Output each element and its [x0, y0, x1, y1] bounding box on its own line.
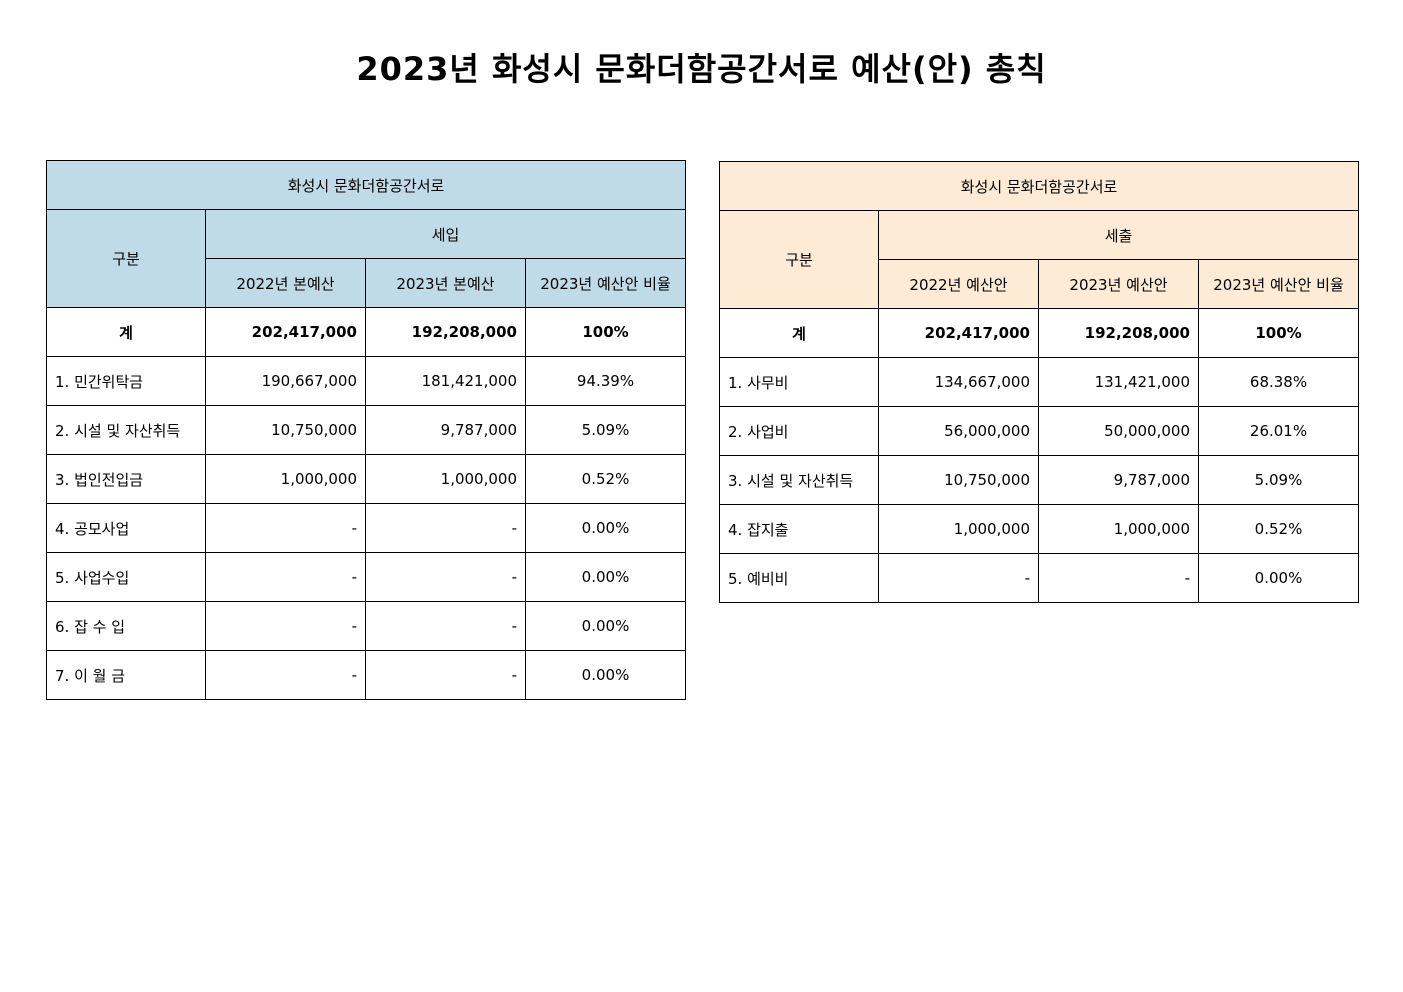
cell-ratio: 5.09%	[1197, 455, 1360, 505]
page-title: 2023년 화성시 문화더함공간서로 예산(안) 총칙	[356, 50, 1047, 88]
cell-2022: -	[205, 601, 366, 651]
row-label: 2. 사업비	[719, 406, 879, 456]
cell-2022: 1,000,000	[878, 504, 1039, 554]
expense-col-2023: 2023년 예산안	[1038, 259, 1199, 309]
expense-table-caption: 화성시 문화더함공간서로	[718, 161, 1360, 211]
cell-ratio: 68.38%	[1197, 357, 1360, 407]
expense-group-header: 세출	[877, 210, 1360, 260]
table-row: 3. 시설 및 자산취득 10,750,000 9,787,000 5.09%	[719, 455, 1360, 505]
row-label: 7. 이 월 금	[46, 650, 206, 700]
cell-2022: -	[205, 503, 366, 553]
table-row: 1. 민간위탁금 190,667,000 181,421,000 94.39%	[46, 356, 687, 406]
cell-2022: 134,667,000	[878, 357, 1039, 407]
cell-2023: -	[1038, 553, 1199, 603]
table-row: 5. 사업수입 - - 0.00%	[46, 552, 687, 602]
income-table-caption: 화성시 문화더함공간서로	[45, 160, 687, 210]
cell-2023: 192,208,000	[365, 307, 526, 357]
cell-ratio: 0.52%	[524, 454, 687, 504]
cell-ratio: 100%	[1197, 308, 1360, 358]
income-col-2022: 2022년 본예산	[205, 258, 366, 308]
table-row: 1. 사무비 134,667,000 131,421,000 68.38%	[719, 357, 1360, 407]
cell-2023: -	[365, 503, 526, 553]
income-col-2023: 2023년 본예산	[365, 258, 526, 308]
expense-col-2022: 2022년 예산안	[878, 259, 1039, 309]
cell-2023: 9,787,000	[1038, 455, 1199, 505]
cell-ratio: 0.00%	[524, 650, 687, 700]
row-label: 5. 사업수입	[46, 552, 206, 602]
row-label: 4. 잡지출	[719, 504, 879, 554]
cell-2023: -	[365, 601, 526, 651]
cell-2022: -	[878, 553, 1039, 603]
cell-ratio: 0.52%	[1197, 504, 1360, 554]
row-label: 계	[719, 308, 879, 358]
row-label: 1. 사무비	[719, 357, 879, 407]
table-row: 4. 공모사업 - - 0.00%	[46, 503, 687, 553]
cell-2022: 1,000,000	[205, 454, 366, 504]
cell-ratio: 94.39%	[524, 356, 687, 406]
table-row: 계 202,417,000 192,208,000 100%	[719, 308, 1360, 358]
cell-2023: 181,421,000	[365, 356, 526, 406]
cell-ratio: 0.00%	[1197, 553, 1360, 603]
table-row: 계 202,417,000 192,208,000 100%	[46, 307, 687, 357]
table-row: 6. 잡 수 입 - - 0.00%	[46, 601, 687, 651]
table-row: 4. 잡지출 1,000,000 1,000,000 0.52%	[719, 504, 1360, 554]
expense-category-header: 구분	[719, 210, 879, 309]
income-col-ratio: 2023년 예산안 비율	[524, 258, 687, 308]
cell-2022: 10,750,000	[878, 455, 1039, 505]
expense-col-ratio: 2023년 예산안 비율	[1197, 259, 1360, 309]
cell-ratio: 26.01%	[1197, 406, 1360, 456]
cell-ratio: 0.00%	[524, 503, 687, 553]
table-row: 7. 이 월 금 - - 0.00%	[46, 650, 687, 700]
cell-2023: 9,787,000	[365, 405, 526, 455]
cell-2022: -	[205, 650, 366, 700]
table-row: 2. 시설 및 자산취득 10,750,000 9,787,000 5.09%	[46, 405, 687, 455]
row-label: 4. 공모사업	[46, 503, 206, 553]
cell-2022: 202,417,000	[878, 308, 1039, 358]
cell-ratio: 5.09%	[524, 405, 687, 455]
expense-table: 화성시 문화더함공간서로 구분 세출 2022년 예산안 2023년 예산안 2…	[718, 161, 1360, 603]
cell-ratio: 0.00%	[524, 552, 687, 602]
cell-2023: 192,208,000	[1038, 308, 1199, 358]
row-label: 2. 시설 및 자산취득	[46, 405, 206, 455]
row-label: 6. 잡 수 입	[46, 601, 206, 651]
income-table: 화성시 문화더함공간서로 구분 세입 2022년 본예산 2023년 본예산 2…	[45, 160, 687, 700]
cell-2023: -	[365, 650, 526, 700]
table-row: 3. 법인전입금 1,000,000 1,000,000 0.52%	[46, 454, 687, 504]
income-category-header: 구분	[46, 209, 206, 308]
row-label: 3. 법인전입금	[46, 454, 206, 504]
cell-2023: -	[365, 552, 526, 602]
cell-2023: 1,000,000	[365, 454, 526, 504]
cell-ratio: 0.00%	[524, 601, 687, 651]
cell-ratio: 100%	[524, 307, 687, 357]
table-row: 2. 사업비 56,000,000 50,000,000 26.01%	[719, 406, 1360, 456]
cell-2022: -	[205, 552, 366, 602]
cell-2023: 1,000,000	[1038, 504, 1199, 554]
row-label: 계	[46, 307, 206, 357]
cell-2022: 56,000,000	[878, 406, 1039, 456]
row-label: 3. 시설 및 자산취득	[719, 455, 879, 505]
table-row: 5. 예비비 - - 0.00%	[719, 553, 1360, 603]
row-label: 1. 민간위탁금	[46, 356, 206, 406]
row-label: 5. 예비비	[719, 553, 879, 603]
cell-2022: 190,667,000	[205, 356, 366, 406]
cell-2023: 50,000,000	[1038, 406, 1199, 456]
cell-2023: 131,421,000	[1038, 357, 1199, 407]
cell-2022: 202,417,000	[205, 307, 366, 357]
cell-2022: 10,750,000	[205, 405, 366, 455]
income-group-header: 세입	[204, 209, 687, 259]
